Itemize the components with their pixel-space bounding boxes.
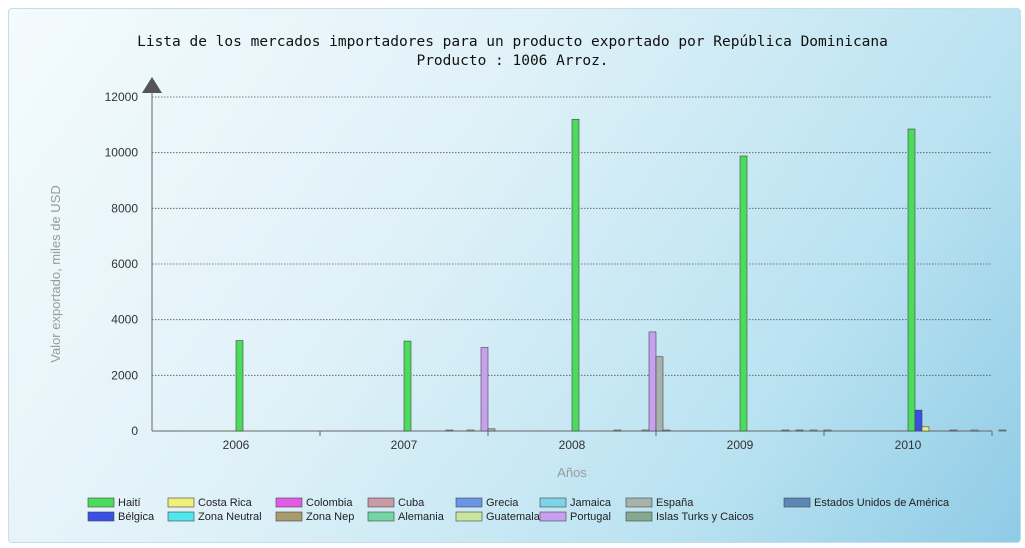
bar: [970, 429, 979, 432]
legend-label: Bélgica: [118, 511, 155, 523]
x-axis-label: Años: [557, 465, 587, 480]
x-tick-label: 2009: [727, 438, 754, 452]
legend-label: Colombia: [306, 497, 353, 509]
y-tick-label: 12000: [105, 90, 139, 104]
bar: [739, 155, 748, 432]
legend-swatch: [539, 511, 567, 522]
legend-swatch: [367, 511, 395, 522]
y-tick-label: 10000: [105, 146, 139, 160]
y-tick-label: 8000: [111, 201, 138, 215]
legend-label: Grecia: [486, 497, 519, 509]
legend-label: Cuba: [398, 497, 425, 509]
legend-label: Alemania: [398, 511, 445, 523]
legend-label: Estados Unidos de América: [814, 497, 950, 509]
legend-label: Haití: [118, 497, 141, 509]
x-tick-label: 2008: [559, 438, 586, 452]
bar: [907, 128, 916, 432]
legend-swatch: [539, 497, 567, 508]
legend-swatch: [455, 511, 483, 522]
legend-swatch: [87, 497, 115, 508]
chart-title-line2: Producto : 1006 Arroz.: [416, 53, 609, 69]
y-tick-label: 0: [131, 424, 138, 438]
bar: [445, 429, 454, 432]
legend-label: Costa Rica: [198, 497, 253, 509]
bar: [914, 409, 923, 432]
legend-label: Zona Nep: [306, 511, 354, 523]
bar: [571, 118, 580, 432]
bar: [998, 429, 1007, 432]
bar: [235, 340, 244, 432]
bar: [487, 428, 496, 432]
bar: [480, 347, 489, 432]
bar: [823, 429, 832, 432]
legend-swatch: [275, 511, 303, 522]
legend-label: Portugal: [570, 511, 611, 523]
y-tick-label: 2000: [111, 368, 138, 382]
bar: [949, 429, 958, 432]
legend-swatch: [367, 497, 395, 508]
bar: [809, 429, 818, 432]
legend-label: Jamaica: [570, 497, 612, 509]
legend-swatch: [87, 511, 115, 522]
y-tick-label: 6000: [111, 257, 138, 271]
bar: [613, 429, 622, 432]
y-axis-arrow: [142, 77, 162, 93]
legend-swatch: [783, 497, 811, 508]
bar: [795, 429, 804, 432]
bar: [655, 356, 664, 432]
legend-label: España: [656, 497, 694, 509]
bar: [781, 429, 790, 432]
y-tick-label: 4000: [111, 313, 138, 327]
bar: [641, 429, 650, 432]
bar: [466, 429, 475, 432]
x-tick-label: 2006: [223, 438, 250, 452]
legend-swatch: [625, 497, 653, 508]
y-axis-label: Valor exportado, miles de USD: [48, 185, 63, 363]
legend-swatch: [167, 511, 195, 522]
legend-label: Zona Neutral: [198, 511, 262, 523]
bar: [662, 429, 671, 432]
bar: [921, 426, 930, 432]
legend-swatch: [625, 511, 653, 522]
legend-swatch: [455, 497, 483, 508]
bar: [648, 331, 657, 432]
x-tick-label: 2007: [391, 438, 418, 452]
x-tick-label: 2010: [895, 438, 922, 452]
legend-label: Islas Turks y Caicos: [656, 511, 754, 523]
legend-swatch: [275, 497, 303, 508]
legend-swatch: [167, 497, 195, 508]
legend-label: Guatemala: [486, 511, 541, 523]
bar: [403, 340, 412, 432]
chart-title-line1: Lista de los mercados importadores para …: [137, 34, 888, 50]
